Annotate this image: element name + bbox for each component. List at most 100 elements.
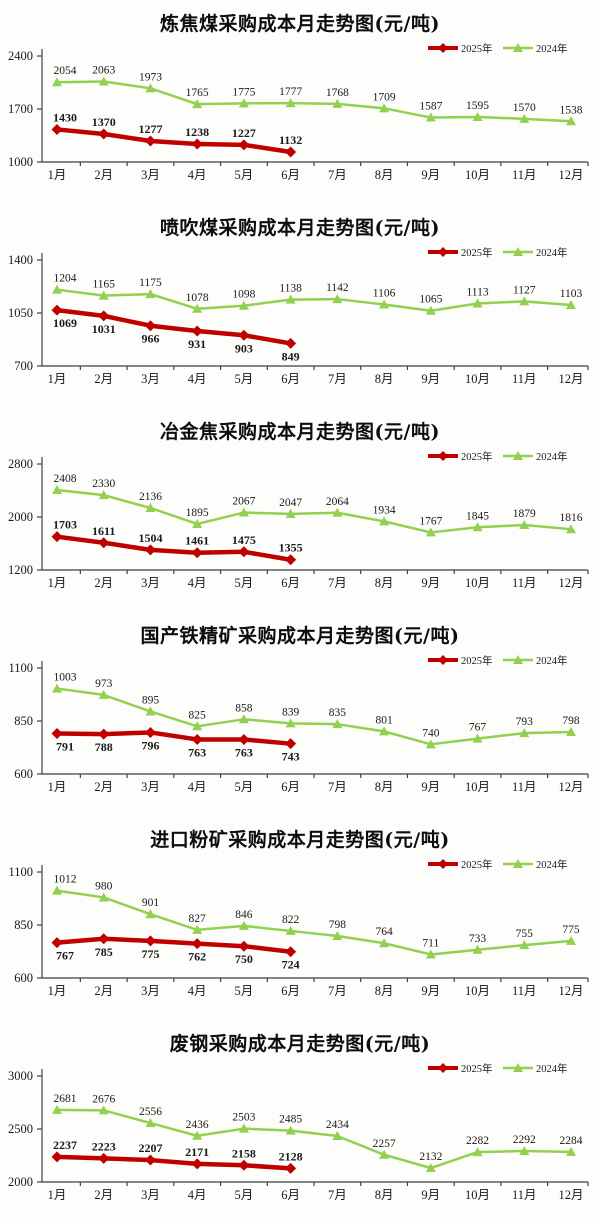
diamond-marker-icon	[191, 138, 203, 150]
data-label: 822	[282, 914, 300, 926]
data-label: 2434	[326, 1119, 349, 1131]
diamond-marker-icon	[144, 135, 156, 147]
x-tick-label: 4月	[188, 984, 207, 998]
axes	[37, 865, 589, 982]
data-label: 1106	[373, 288, 396, 300]
axes	[37, 49, 589, 166]
data-label: 931	[188, 337, 206, 351]
x-tick-label: 1月	[48, 1188, 67, 1202]
x-tick-label: 12月	[558, 984, 583, 998]
triangle-marker-icon	[98, 689, 109, 699]
triangle-marker-icon	[425, 949, 436, 959]
diamond-marker-icon	[98, 1152, 110, 1164]
x-tick-label: 8月	[375, 576, 394, 590]
triangle-marker-icon	[379, 1149, 390, 1159]
triangle-marker-icon	[425, 527, 436, 537]
triangle-marker-icon	[519, 113, 530, 123]
data-label: 788	[95, 740, 113, 754]
triangle-marker-icon	[472, 298, 483, 308]
x-tick-label: 6月	[281, 372, 300, 386]
x-tick-label: 6月	[281, 1188, 300, 1202]
diamond-marker-icon	[285, 146, 297, 158]
x-tick-label: 1月	[48, 168, 67, 182]
diamond-marker-icon	[238, 733, 250, 745]
x-tick-label: 3月	[141, 1188, 160, 1202]
y-tick-label: 850	[14, 714, 33, 728]
diamond-marker-icon	[144, 1154, 156, 1166]
triangle-marker-icon	[472, 111, 483, 121]
triangle-marker-icon	[285, 1125, 296, 1135]
x-tick-label: 11月	[512, 780, 537, 794]
data-label: 1227	[232, 126, 256, 140]
x-tick-label: 4月	[188, 576, 207, 590]
diamond-marker-icon	[51, 531, 63, 543]
triangle-marker-icon	[332, 98, 343, 108]
data-label: 1430	[53, 110, 77, 124]
chart-plot: 1000 1700 2400 1月 2月 3月 4月 5月 6月 7月 8月 9月 10月 11月 12月 1…	[8, 42, 589, 182]
chart-plot: 600 850 1100 1月 2月 3月 4月 5月 6月 7月 8月 9月 10月 11月 12月 791…	[8, 654, 589, 794]
legend-label-2024: 2024年	[536, 450, 568, 463]
x-tick-label: 2月	[94, 984, 113, 998]
triangle-marker-icon	[145, 83, 156, 93]
legend-label-2024: 2024年	[536, 42, 568, 55]
x-tick-label: 6月	[281, 780, 300, 794]
x-tick-label: 7月	[328, 984, 347, 998]
series-line-2025年	[56, 127, 291, 155]
y-tick-label: 1100	[8, 661, 33, 675]
data-label: 740	[422, 727, 440, 739]
legend: 2025年 2024年	[428, 858, 568, 871]
triangle-marker-icon	[425, 112, 436, 122]
data-label: 1504	[138, 531, 162, 545]
data-label: 755	[516, 928, 534, 940]
data-label: 1069	[53, 316, 77, 330]
triangle-marker-icon	[52, 1104, 62, 1114]
triangle-marker-icon	[332, 931, 343, 941]
series-line-2024年	[56, 1108, 572, 1170]
diamond-marker-icon	[144, 726, 156, 738]
data-label: 1355	[279, 541, 303, 555]
diamond-marker-icon	[191, 938, 203, 950]
data-label: 762	[188, 950, 206, 964]
triangle-marker-icon	[513, 451, 523, 460]
triangle-marker-icon	[98, 76, 109, 86]
data-label: 2054	[54, 65, 77, 77]
triangle-marker-icon	[519, 728, 530, 738]
triangle-marker-icon	[519, 296, 530, 306]
data-label: 1127	[513, 284, 536, 296]
diamond-marker-icon	[98, 128, 110, 140]
triangle-marker-icon	[98, 290, 109, 300]
data-label: 839	[282, 706, 300, 718]
diamond-marker-icon	[51, 728, 63, 740]
triangle-marker-icon	[566, 935, 576, 945]
data-label: 785	[95, 945, 113, 959]
data-label: 1003	[54, 672, 77, 684]
diamond-marker-icon	[285, 946, 297, 958]
triangle-marker-icon	[472, 522, 483, 532]
triangle-marker-icon	[145, 706, 156, 716]
data-label: 1767	[419, 515, 442, 527]
x-tick-label: 5月	[235, 168, 254, 182]
x-tick-label: 10月	[465, 984, 490, 998]
chart-coking-coal: 炼焦煤采购成本月走势图(元/吨) 1000 1700 2400 1月 2月 3月 4月 5月 6…	[0, 0, 600, 204]
triangle-marker-icon	[238, 98, 249, 108]
x-tick-label: 12月	[558, 1188, 583, 1202]
diamond-marker-icon	[191, 325, 203, 337]
triangle-marker-icon	[285, 718, 296, 728]
triangle-marker-icon	[519, 940, 530, 950]
chart-title: 冶金焦采购成本月走势图(元/吨)	[160, 421, 440, 443]
data-label: 2047	[279, 497, 302, 509]
chart-plot: 700 1050 1400 1月 2月 3月 4月 5月 6月 7月 8月 9月 10月 11月 12月 10…	[8, 246, 589, 386]
x-tick-label: 5月	[235, 984, 254, 998]
triangle-marker-icon	[332, 719, 343, 729]
x-tick-label: 9月	[421, 780, 440, 794]
x-tick-label: 4月	[188, 1188, 207, 1202]
data-label: 2503	[232, 1112, 255, 1124]
triangle-marker-icon	[52, 683, 62, 693]
x-tick-label: 6月	[281, 576, 300, 590]
triangle-marker-icon	[145, 289, 156, 299]
diamond-marker-icon	[144, 544, 156, 556]
x-tick-label: 3月	[141, 780, 160, 794]
diamond-marker-icon	[51, 304, 63, 316]
y-tick-label: 850	[14, 918, 33, 932]
chart-scrap-steel: 废钢采购成本月走势图(元/吨) 2000 2500 3000 1月 2月 3月 4月 5月 6月…	[0, 1020, 600, 1224]
